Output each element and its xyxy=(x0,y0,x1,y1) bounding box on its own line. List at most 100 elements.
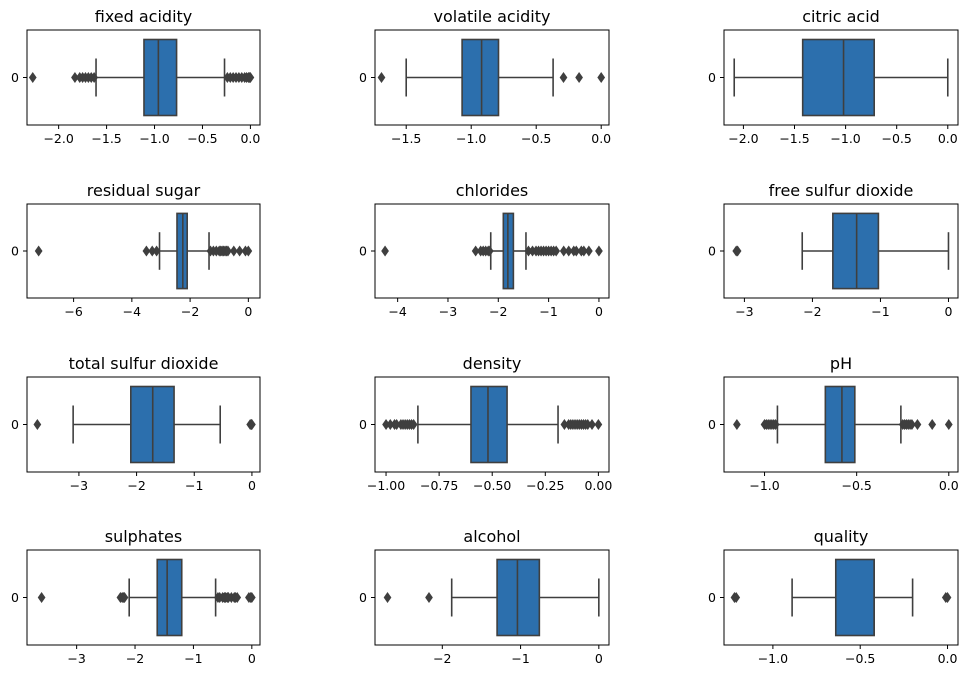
outlier-point xyxy=(247,591,256,604)
x-tick-label: −1.0 xyxy=(456,131,486,146)
plot-frame-12 xyxy=(723,549,959,646)
plot-frame-10 xyxy=(26,549,261,646)
x-tick-label: −0.50 xyxy=(473,478,511,493)
x-tick-label: 0 xyxy=(244,304,252,319)
outlier-point xyxy=(597,71,606,84)
x-tick-label: −1 xyxy=(184,651,202,666)
y-tick-label: 0 xyxy=(359,244,367,259)
x-tick-label: −2 xyxy=(181,304,199,319)
x-tick-label: 0 xyxy=(945,304,953,319)
plot-frame-7 xyxy=(26,376,261,473)
outlier-point xyxy=(943,591,952,604)
plot-frame-4 xyxy=(26,203,261,299)
x-tick-label: −3 xyxy=(67,651,85,666)
x-tick-label: −1 xyxy=(185,478,203,493)
chart-title: volatile acidity xyxy=(434,7,551,26)
chart-title: density xyxy=(463,354,522,373)
x-tick-label: −4 xyxy=(388,304,406,319)
outlier-point xyxy=(34,245,43,257)
plot-frame-8 xyxy=(374,376,610,473)
outlier-point xyxy=(733,245,742,257)
plot-frame-6 xyxy=(723,203,959,299)
iqr-box xyxy=(461,38,500,117)
x-tick-label: −3 xyxy=(439,304,457,319)
x-tick-label: −1 xyxy=(511,651,529,666)
x-tick-label: −0.25 xyxy=(526,478,564,493)
chart-title: total sulfur dioxide xyxy=(69,354,219,373)
outlier-point xyxy=(33,418,42,431)
x-tick-label: −0.5 xyxy=(521,131,551,146)
outlier-point xyxy=(771,418,780,431)
outlier-point xyxy=(559,71,568,84)
outlier-point xyxy=(595,245,603,257)
outlier-point xyxy=(381,245,389,257)
plot-frame-9 xyxy=(723,376,959,473)
x-tick-label: −1 xyxy=(539,304,557,319)
x-tick-label: 0.0 xyxy=(240,131,260,146)
x-tick-label: 0 xyxy=(595,651,603,666)
iqr-box xyxy=(143,38,178,117)
outlier-point xyxy=(928,418,937,431)
x-tick-label: −6 xyxy=(64,304,82,319)
x-tick-label: −1.00 xyxy=(367,478,405,493)
chart-title: fixed acidity xyxy=(95,7,193,26)
plot-frame-5 xyxy=(374,203,610,299)
y-tick-label: 0 xyxy=(359,70,367,85)
outlier-point xyxy=(575,71,583,84)
x-tick-label: −0.5 xyxy=(845,651,875,666)
iqr-box xyxy=(832,212,880,290)
outlier-point xyxy=(229,245,238,257)
outlier-point xyxy=(733,418,741,431)
x-tick-label: −2.0 xyxy=(728,131,758,146)
x-tick-label: 0.0 xyxy=(591,131,611,146)
x-tick-label: −1.0 xyxy=(758,651,788,666)
y-tick-label: 0 xyxy=(708,417,716,432)
outlier-point xyxy=(485,245,494,257)
chart-title: residual sugar xyxy=(87,181,201,200)
x-tick-label: 0 xyxy=(248,478,256,493)
x-tick-label: 0.0 xyxy=(938,651,958,666)
x-tick-label: −0.5 xyxy=(841,478,871,493)
outlier-point xyxy=(377,71,386,84)
y-tick-label: 0 xyxy=(11,590,19,605)
y-tick-label: 0 xyxy=(708,590,716,605)
outlier-point xyxy=(383,591,392,604)
outlier-point xyxy=(913,418,922,431)
x-tick-label: 0.00 xyxy=(584,478,612,493)
y-tick-label: 0 xyxy=(11,244,19,259)
x-tick-label: −0.75 xyxy=(420,478,458,493)
outlier-point xyxy=(248,418,256,431)
y-tick-label: 0 xyxy=(11,70,19,85)
outlier-point xyxy=(152,245,161,257)
iqr-box xyxy=(470,385,508,464)
x-tick-label: −2 xyxy=(127,478,145,493)
outlier-point xyxy=(908,418,916,431)
y-tick-label: 0 xyxy=(11,417,19,432)
outlier-point xyxy=(588,418,596,431)
outlier-point xyxy=(233,591,242,604)
outlier-point xyxy=(235,245,244,257)
x-tick-label: 0 xyxy=(595,304,603,319)
chart-title: citric acid xyxy=(802,7,880,26)
x-tick-label: −2 xyxy=(803,304,821,319)
x-tick-label: 0.0 xyxy=(938,131,958,146)
outlier-point xyxy=(594,418,603,431)
x-tick-label: −1.0 xyxy=(749,478,779,493)
outlier-point xyxy=(944,418,953,431)
x-tick-label: −4 xyxy=(123,304,141,319)
x-tick-label: −1.5 xyxy=(91,131,121,146)
chart-title: quality xyxy=(814,527,869,546)
x-tick-label: −1.5 xyxy=(391,131,421,146)
x-tick-label: −1 xyxy=(871,304,889,319)
y-tick-label: 0 xyxy=(359,417,367,432)
outlier-point xyxy=(120,591,129,604)
chart-title: pH xyxy=(830,354,852,373)
chart-title: alcohol xyxy=(463,527,520,546)
y-tick-label: 0 xyxy=(708,70,716,85)
outlier-point xyxy=(90,71,98,84)
x-tick-label: −2.0 xyxy=(43,131,73,146)
x-tick-label: −2 xyxy=(433,651,451,666)
x-tick-label: −1.0 xyxy=(830,131,860,146)
